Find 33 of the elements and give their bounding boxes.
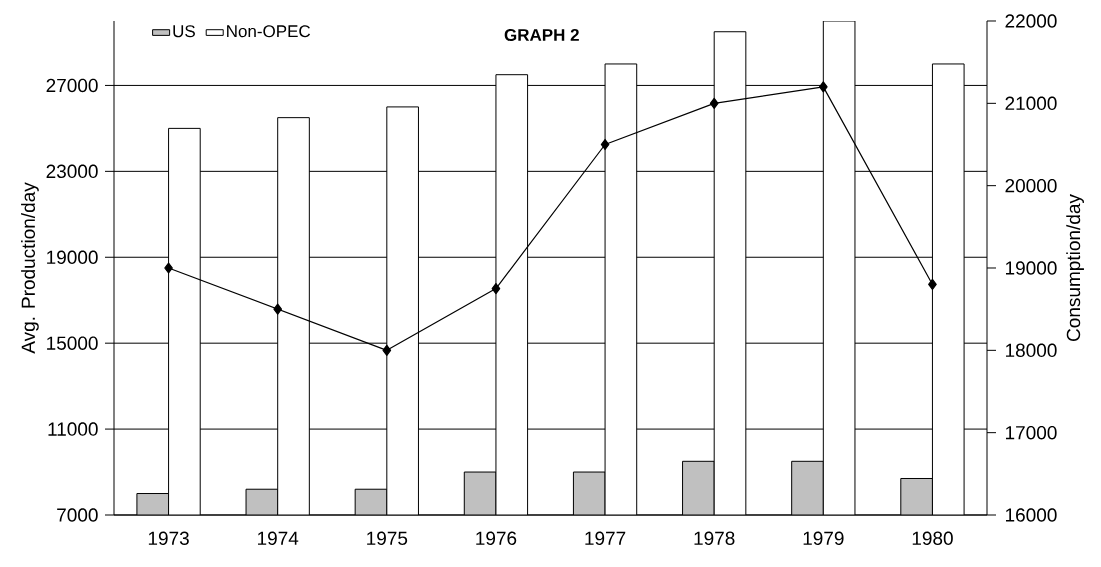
y2-tick-label: 21000 bbox=[1005, 96, 1057, 111]
point bbox=[164, 262, 173, 274]
x-tick-label: 1980 bbox=[912, 531, 953, 545]
y2-tick-label: 19000 bbox=[1006, 261, 1057, 275]
y-tick-label: 19000 bbox=[47, 250, 98, 264]
y2-tick-label: 22000 bbox=[1005, 14, 1057, 28]
y-tick-label: 11000 bbox=[48, 422, 98, 436]
point bbox=[818, 81, 828, 93]
point bbox=[273, 303, 283, 315]
x-tick-label: 1977 bbox=[585, 531, 626, 545]
y2-axis-title: Consumption/day bbox=[1066, 194, 1084, 341]
point bbox=[382, 344, 392, 356]
y-axis-title: Avg. Production/day bbox=[21, 182, 39, 354]
x-tick-label: 1974 bbox=[258, 531, 299, 545]
y-tick-label: 23000 bbox=[46, 164, 98, 179]
x-tick-label: 1973 bbox=[148, 531, 189, 545]
y2-tick-label: 20000 bbox=[1005, 178, 1057, 193]
y2-tick-label: 18000 bbox=[1006, 343, 1057, 358]
point bbox=[491, 282, 501, 295]
chart-title: GRAPH 2 bbox=[504, 28, 579, 41]
y-tick-label: 15000 bbox=[47, 336, 98, 350]
y2-tick-label: 16000 bbox=[1006, 508, 1057, 522]
point bbox=[709, 97, 719, 109]
x-tick-label: 1979 bbox=[803, 531, 844, 545]
legend-label: Non-OPEC bbox=[227, 25, 311, 38]
y-tick-label: 27000 bbox=[46, 78, 98, 93]
legend-label: US bbox=[173, 25, 195, 38]
x-tick-label: 1976 bbox=[476, 531, 517, 545]
x-tick-label: 1975 bbox=[367, 531, 408, 545]
x-tick-label: 1978 bbox=[694, 531, 735, 545]
y-tick-label: 7000 bbox=[57, 508, 98, 522]
y2-tick-label: 17000 bbox=[1006, 425, 1057, 440]
point bbox=[600, 138, 610, 151]
